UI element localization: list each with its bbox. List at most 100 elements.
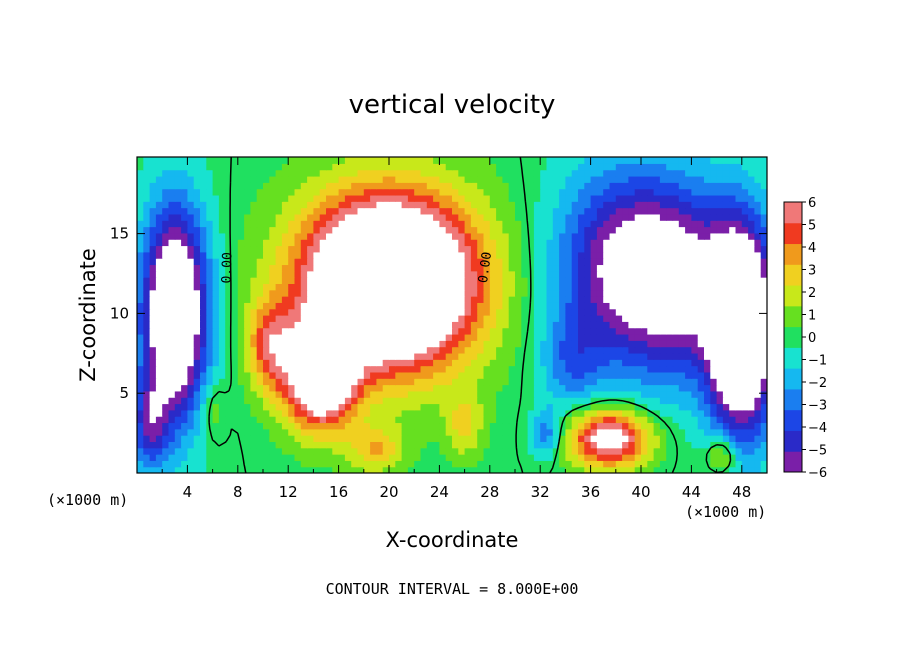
heatmap-cell [729,409,737,417]
heatmap-cell [269,289,277,297]
heatmap-cell [508,321,516,329]
heatmap-cell [678,213,686,221]
heatmap-cell [288,239,296,247]
heatmap-cell [319,296,327,303]
heatmap-cell [149,270,157,278]
heatmap-cell [231,428,239,436]
heatmap-cell [200,346,207,354]
heatmap-cell [181,194,188,202]
heatmap-cell [691,308,699,316]
heatmap-cell [741,157,749,164]
heatmap-cell [666,340,674,348]
heatmap-cell [565,296,573,303]
heatmap-cell [571,213,579,221]
heatmap-cell [628,390,636,398]
heatmap-cell [162,226,170,234]
heatmap-cell [533,340,541,348]
heatmap-cell [527,403,535,411]
heatmap-cell [143,365,151,373]
heatmap-cell [722,416,730,424]
heatmap-cell [155,194,163,202]
heatmap-cell [477,182,485,190]
heatmap-cell [137,201,144,209]
heatmap-cell [426,409,434,417]
heatmap-cell [137,283,144,291]
heatmap-cell [351,390,359,398]
heatmap-cell [281,384,289,392]
heatmap-cell [143,384,151,392]
heatmap-cell [691,232,699,240]
heatmap-cell [653,201,661,209]
heatmap-cell [426,321,434,329]
heatmap-cell [578,397,585,405]
heatmap-cell [735,409,743,417]
heatmap-cell [269,169,277,177]
heatmap-cell [200,466,207,473]
heatmap-cell [452,327,459,335]
heatmap-cell [464,441,472,449]
heatmap-cell [552,346,560,354]
heatmap-cell [502,188,510,196]
heatmap-cell [433,163,440,171]
heatmap-cell [414,182,422,190]
heatmap-cell [464,201,472,209]
heatmap-cell [628,245,636,253]
heatmap-cell [256,315,264,322]
heatmap-cell [508,258,516,266]
heatmap-cell [193,384,201,392]
heatmap-cell [168,460,176,468]
heatmap-cell [237,207,245,215]
heatmap-cell [313,296,321,303]
heatmap-cell [697,460,705,468]
heatmap-cell [206,277,214,284]
heatmap-cell [332,296,340,303]
heatmap-cell [389,315,396,322]
heatmap-cell [628,289,636,297]
heatmap-cell [143,201,151,209]
heatmap-cell [162,454,170,461]
heatmap-cell [426,460,434,468]
heatmap-cell [565,264,573,272]
heatmap-cell [647,226,655,234]
heatmap-cell [754,466,762,473]
heatmap-cell [527,460,535,468]
heatmap-cell [565,327,573,335]
heatmap-cell [445,428,453,436]
heatmap-cell [326,258,333,266]
heatmap-cell [395,296,403,303]
heatmap-cell [464,340,472,348]
heatmap-cell [338,409,346,417]
heatmap-cell [540,447,548,455]
heatmap-cell [269,441,277,449]
heatmap-cell [704,390,711,398]
heatmap-cell [319,277,327,284]
heatmap-cell [508,157,516,164]
heatmap-cell [275,213,283,221]
heatmap-cell [326,397,333,405]
heatmap-cell [382,333,390,341]
heatmap-cell [578,188,585,196]
heatmap-cell [237,435,245,442]
heatmap-cell [200,441,207,449]
heatmap-cell [294,346,302,354]
heatmap-cell [187,315,195,322]
heatmap-cell [407,333,415,341]
heatmap-cell [307,201,314,209]
heatmap-cell [250,188,258,196]
heatmap-cell [237,384,245,392]
heatmap-cell [603,270,611,278]
heatmap-cell [401,441,409,449]
heatmap-cell [231,182,239,190]
heatmap-cell [754,327,762,335]
heatmap-cell [344,169,352,177]
heatmap-cell [590,194,598,202]
heatmap-cell [546,169,554,177]
heatmap-cell [294,359,302,367]
heatmap-cell [206,201,214,209]
heatmap-cell [344,175,352,183]
heatmap-cell [634,340,642,348]
heatmap-cell [603,384,611,392]
heatmap-cell [515,163,522,171]
heatmap-cell [174,188,182,196]
heatmap-cell [653,188,661,196]
